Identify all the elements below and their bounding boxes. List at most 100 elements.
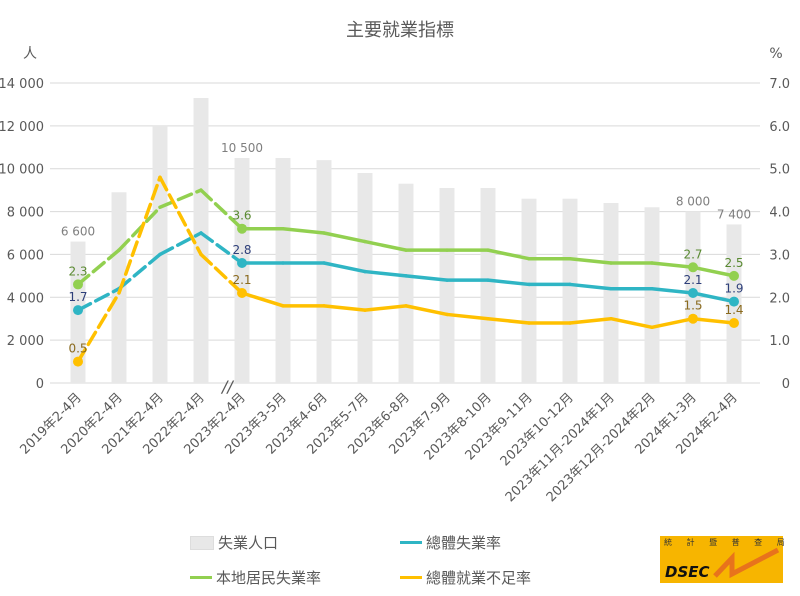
y-tick-left: 14 000: [0, 77, 44, 92]
line-general-unemployment-rate-segment: [650, 286, 695, 295]
line-data-label: 1.4: [724, 303, 743, 317]
line-underemployment-rate-segment: [117, 175, 162, 295]
bar-unemployed-population: [234, 158, 250, 383]
bar-data-label: 6 600: [61, 225, 95, 239]
line-local-unemployment-rate-marker: [729, 270, 739, 281]
line-underemployment-rate-segment: [322, 304, 367, 312]
line-general-unemployment-rate-marker: [729, 296, 739, 307]
bar-unemployed-population: [480, 188, 496, 383]
y-tick-left: 12 000: [0, 120, 44, 135]
bar-data-label: 10 500: [221, 141, 263, 155]
bar-unemployed-population: [398, 183, 414, 383]
line-data-label: 2.7: [683, 247, 702, 261]
line-general-unemployment-rate-segment: [117, 252, 162, 291]
line-local-unemployment-rate-segment: [486, 248, 531, 261]
line-local-unemployment-rate-segment: [76, 248, 121, 287]
logo-text-top: 統 計 暨 普 查 局: [664, 538, 791, 547]
line-local-unemployment-rate-segment: [322, 231, 367, 244]
line-local-unemployment-rate-segment: [281, 226, 326, 235]
legend-swatch: [400, 576, 422, 579]
bar-unemployed-population: [357, 173, 373, 383]
line-data-label: 2.1: [683, 273, 702, 287]
legend-swatch: [190, 576, 212, 579]
y-tick-left: 2 000: [7, 334, 44, 349]
dsec-logo: 統 計 暨 普 查 局 DSEC: [660, 536, 785, 583]
line-data-label: 2.8: [232, 243, 251, 257]
y-tick-right: 1.0: [769, 334, 790, 349]
line-underemployment-rate-segment: [445, 312, 490, 321]
right-axis-unit: %: [769, 46, 782, 62]
y-tick-right: 2.0: [769, 291, 790, 306]
line-underemployment-rate-segment: [240, 291, 285, 308]
legend-item-general-unemployment-rate: 總體失業率: [400, 532, 501, 553]
line-local-unemployment-rate-segment: [117, 205, 162, 252]
legend-item-unemployed-population: 失業人口: [190, 532, 278, 553]
y-tick-left: 4 000: [7, 291, 44, 306]
logo-zigzag: [713, 547, 780, 579]
bar-unemployed-population: [275, 158, 291, 383]
legend-label: 本地居民失業率: [216, 569, 322, 587]
axis-break-symbol: //: [220, 377, 234, 396]
left-axis-unit: 人: [23, 46, 37, 62]
line-underemployment-rate-segment: [691, 316, 736, 325]
line-data-label: 3.6: [232, 209, 251, 223]
line-underemployment-rate-segment: [650, 316, 695, 330]
line-general-unemployment-rate-marker: [688, 288, 698, 298]
line-data-label: 2.3: [68, 264, 87, 278]
line-underemployment-rate-marker: [688, 313, 698, 324]
line-general-unemployment-rate-segment: [76, 286, 121, 312]
legend-swatch: [400, 541, 422, 544]
line-underemployment-rate-segment: [363, 304, 408, 312]
line-underemployment-rate-marker: [237, 288, 247, 298]
line-general-unemployment-rate-segment: [486, 278, 531, 287]
line-local-unemployment-rate-segment: [691, 265, 736, 278]
legend-label: 總體就業不足率: [426, 569, 532, 587]
line-local-unemployment-rate-segment: [568, 256, 613, 265]
line-data-label: 1.5: [683, 299, 702, 313]
line-data-label: 2.1: [232, 273, 251, 287]
x-tick-label: 2023年10-12月: [498, 390, 577, 469]
legend-label: 失業人口: [218, 534, 279, 552]
line-general-unemployment-rate-segment: [363, 269, 408, 278]
line-local-unemployment-rate-segment: [363, 239, 408, 252]
bar-unemployed-population: [603, 203, 619, 383]
y-tick-left: 8 000: [7, 206, 44, 221]
line-general-unemployment-rate-marker: [237, 258, 247, 268]
line-general-unemployment-rate-segment: [199, 231, 244, 265]
line-general-unemployment-rate-segment: [158, 231, 203, 257]
line-underemployment-rate-segment: [158, 175, 203, 257]
line-data-label: 0.5: [68, 342, 87, 356]
bar-unemployed-population: [193, 98, 209, 383]
legend-swatch: [190, 535, 214, 550]
line-underemployment-rate-segment: [486, 316, 531, 325]
line-data-label: 1.7: [68, 290, 87, 304]
line-data-label: 2.5: [724, 256, 743, 270]
y-tick-right: 7.0: [769, 77, 790, 92]
legend-item-underemployment-rate: 總體就業不足率: [400, 567, 531, 588]
line-underemployment-rate-segment: [568, 316, 613, 325]
line-local-unemployment-rate-marker: [237, 223, 247, 234]
line-local-unemployment-rate-segment: [650, 261, 695, 270]
y-tick-right: 5.0: [769, 163, 790, 178]
line-underemployment-rate-segment: [76, 291, 121, 364]
y-tick-left: 10 000: [0, 163, 44, 178]
line-local-unemployment-rate-segment: [199, 188, 244, 231]
bar-unemployed-population: [644, 207, 660, 383]
chart-title: 主要就業指標: [346, 20, 454, 41]
line-general-unemployment-rate-segment: [691, 291, 736, 304]
legend-label: 總體失業率: [426, 534, 502, 552]
line-underemployment-rate-marker: [73, 356, 83, 367]
line-underemployment-rate-marker: [729, 318, 739, 328]
line-local-unemployment-rate-marker: [73, 279, 83, 290]
line-general-unemployment-rate-segment: [404, 274, 449, 282]
line-local-unemployment-rate-marker: [688, 262, 698, 273]
line-general-unemployment-rate-segment: [322, 261, 367, 274]
y-tick-right: 4.0: [769, 206, 790, 221]
line-data-label: 1.9: [724, 282, 743, 296]
y-tick-right: 3.0: [769, 248, 790, 263]
line-general-unemployment-rate-marker: [73, 305, 83, 316]
bar-data-label: 7 400: [717, 207, 751, 221]
legend-item-local-unemployment-rate: 本地居民失業率: [190, 567, 321, 588]
